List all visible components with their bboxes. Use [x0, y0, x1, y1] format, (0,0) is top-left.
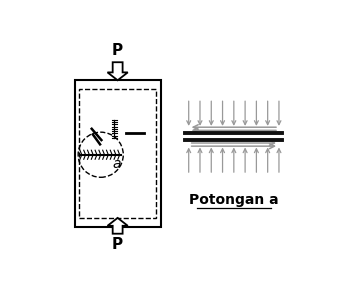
Text: a: a [112, 157, 121, 171]
Polygon shape [107, 62, 128, 80]
Text: Potongan a: Potongan a [189, 193, 279, 207]
Bar [79, 89, 156, 218]
Text: P: P [112, 43, 123, 58]
Text: P: P [112, 238, 123, 253]
Polygon shape [107, 218, 128, 234]
Bar [75, 80, 161, 227]
